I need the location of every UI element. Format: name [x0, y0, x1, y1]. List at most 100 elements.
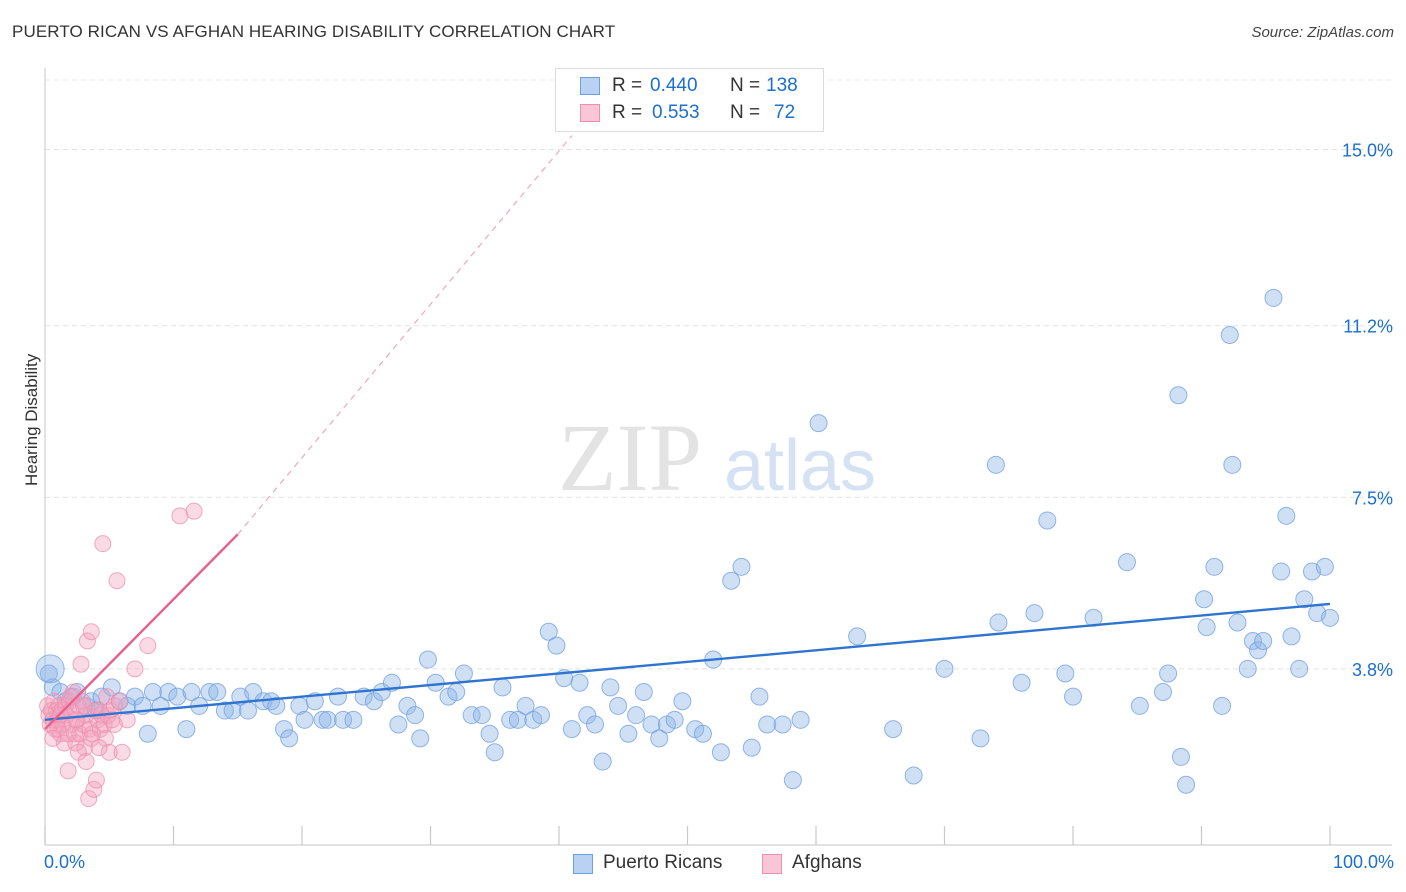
data-point-puerto-rican [328, 687, 347, 706]
data-point-puerto-rican [1038, 511, 1057, 530]
data-point-puerto-rican [1025, 604, 1044, 623]
data-point-puerto-rican [447, 683, 466, 701]
data-point-puerto-rican [935, 659, 954, 678]
stats-r-value: 0.440 [650, 75, 698, 96]
data-point-puerto-rican [986, 455, 1005, 474]
data-point-puerto-rican [711, 743, 730, 762]
data-point-puerto-rican [673, 692, 692, 711]
data-point-puerto-rican [295, 710, 314, 729]
data-point-puerto-rican [1012, 673, 1031, 692]
data-point-puerto-rican [280, 729, 299, 748]
data-point-puerto-rican [1315, 557, 1334, 576]
data-point-afghan [171, 507, 189, 525]
data-point-afghan [139, 637, 157, 655]
data-point-puerto-rican [454, 664, 473, 683]
data-point-puerto-rican [585, 715, 604, 734]
data-point-puerto-rican [39, 664, 58, 683]
data-point-puerto-rican [1213, 696, 1232, 715]
data-point-puerto-rican [1272, 562, 1291, 581]
stats-legend: R = 0.440 N = 138 R = 0.553 N = 72 [555, 68, 824, 132]
data-point-puerto-rican [809, 414, 828, 433]
data-point-puerto-rican [758, 715, 777, 734]
data-point-puerto-rican [118, 696, 137, 715]
data-point-puerto-rican [627, 706, 646, 725]
data-point-puerto-rican [344, 710, 363, 729]
data-point-puerto-rican [364, 692, 383, 711]
data-point-puerto-rican [1056, 664, 1075, 683]
stats-n-label: N = [730, 102, 761, 123]
x-tick-label-min: 0.0% [44, 852, 86, 872]
data-point-puerto-rican [773, 715, 792, 734]
data-point-puerto-rican [1064, 687, 1082, 706]
data-point-afghan [80, 790, 98, 808]
stats-swatch-pink [580, 104, 600, 122]
data-point-puerto-rican [182, 683, 201, 701]
data-point-puerto-rican [562, 720, 581, 739]
data-point-puerto-rican [619, 724, 638, 743]
chart-source: Source: ZipAtlas.com [1251, 24, 1394, 41]
data-point-puerto-rican-cluster [35, 654, 65, 684]
data-point-puerto-rican [472, 706, 491, 725]
legend-swatch-blue [573, 854, 593, 874]
data-point-puerto-rican [275, 720, 294, 739]
legend-label: Puerto Ricans [603, 852, 723, 873]
data-point-afghan [103, 711, 121, 729]
data-point-afghan [78, 632, 96, 650]
trend-line-afghans [44, 533, 239, 730]
data-point-afghan [108, 572, 126, 590]
data-point-puerto-rican [318, 710, 337, 729]
data-point-puerto-rican [168, 687, 187, 706]
data-point-puerto-rican [1277, 506, 1296, 525]
stats-r-value: 0.553 [652, 102, 700, 123]
data-point-afghan [111, 692, 129, 710]
watermark-zip: ZIP [558, 404, 702, 511]
data-point-puerto-rican [1130, 696, 1149, 715]
data-point-puerto-rican [102, 678, 121, 697]
stats-r-label: R = [612, 102, 643, 123]
data-point-afghan [77, 753, 95, 771]
y-tick-label: 11.2% [1343, 317, 1393, 337]
series-afghans [39, 502, 203, 808]
data-point-afghan [126, 660, 144, 678]
trend-line-puerto-ricans [44, 602, 1331, 722]
chart-title: PUERTO RICAN VS AFGHAN HEARING DISABILIT… [12, 22, 616, 41]
data-point-afghan [59, 725, 77, 743]
data-point-puerto-rican [1238, 659, 1257, 678]
data-point-afghan [90, 739, 108, 757]
data-point-puerto-rican [593, 752, 612, 771]
data-point-afghan [94, 535, 112, 553]
data-point-puerto-rican [239, 701, 258, 720]
y-tick-label: 15.0% [1342, 141, 1393, 161]
data-point-puerto-rican [1205, 557, 1224, 576]
data-point-puerto-rican [480, 724, 499, 743]
x-tick-label-max: 100.0% [1332, 852, 1394, 872]
watermark-atlas: atlas [724, 426, 876, 506]
series-puerto-ricans [35, 288, 1339, 794]
data-point-puerto-rican [406, 706, 425, 725]
data-point-puerto-rican [848, 627, 867, 646]
y-tick-label: 7.5% [1352, 488, 1393, 508]
data-point-puerto-rican [532, 706, 551, 725]
data-point-afghan [44, 729, 62, 747]
data-point-puerto-rican [722, 571, 741, 590]
data-point-puerto-rican [411, 729, 430, 748]
data-point-puerto-rican [138, 724, 157, 743]
data-point-puerto-rican [159, 683, 178, 701]
data-point-puerto-rican [601, 678, 620, 697]
data-point-puerto-rican [485, 743, 504, 762]
data-point-puerto-rican [1159, 664, 1178, 683]
data-point-puerto-rican [742, 738, 761, 757]
data-point-afghan [96, 729, 114, 747]
data-point-puerto-rican [693, 724, 712, 743]
data-point-puerto-rican [372, 683, 391, 701]
data-point-puerto-rican [1321, 608, 1339, 627]
data-point-puerto-rican [884, 720, 903, 739]
stats-swatch-blue [580, 77, 600, 95]
data-point-puerto-rican [904, 766, 923, 785]
data-point-afghan [66, 725, 84, 743]
data-point-puerto-rican [493, 678, 512, 697]
trend-line-afghans-extrapolated [237, 135, 573, 535]
data-point-puerto-rican [539, 622, 558, 641]
data-point-puerto-rican [1243, 632, 1262, 650]
